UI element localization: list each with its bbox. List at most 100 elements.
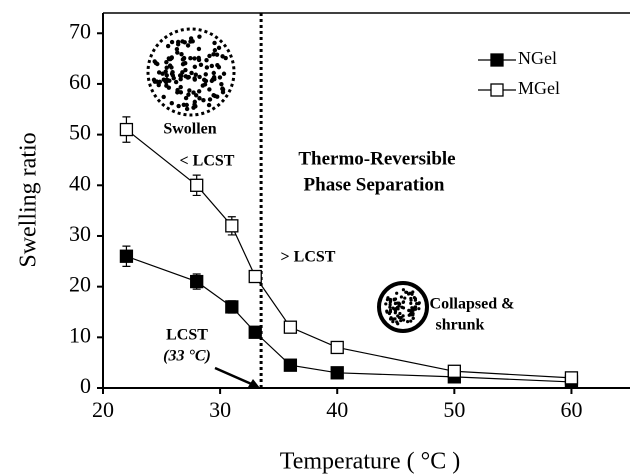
- y-tick-label: 40: [69, 170, 91, 195]
- icon-dot: [169, 71, 175, 77]
- annotation: (33 °C): [163, 348, 211, 365]
- icon-dot: [169, 101, 174, 106]
- icon-dot: [211, 74, 217, 80]
- x-tick-label: 30: [209, 397, 231, 422]
- y-tick-label: 0: [80, 373, 91, 398]
- icon-dot: [207, 97, 213, 102]
- icon-dot: [211, 70, 216, 76]
- icon-dot: [392, 297, 396, 301]
- icon-dot: [188, 36, 194, 41]
- icon-dot: [401, 318, 406, 322]
- icon-dot: [197, 34, 202, 39]
- icon-dot: [180, 70, 185, 75]
- icon-dot: [393, 311, 397, 315]
- icon-dot: [206, 102, 212, 108]
- icon-dot: [217, 75, 223, 80]
- icon-dot: [176, 103, 181, 109]
- icon-dot: [196, 89, 202, 94]
- marker: [190, 178, 204, 192]
- icon-dot: [182, 40, 187, 45]
- icon-dot: [404, 290, 408, 294]
- icon-dot: [161, 94, 166, 100]
- icon-dot: [165, 43, 171, 49]
- icon-dot: [201, 97, 206, 103]
- icon-dot: [401, 314, 405, 318]
- icon-dot: [160, 71, 165, 76]
- annotation: Collapsed &: [430, 296, 515, 313]
- icon-dot: [393, 317, 397, 321]
- icon-dot: [200, 83, 206, 88]
- y-tick-label: 60: [69, 69, 91, 94]
- icon-dot: [188, 56, 193, 61]
- y-tick-label: 20: [69, 272, 91, 297]
- annotation: shrunk: [436, 317, 485, 334]
- icon-dot: [192, 56, 197, 61]
- icon-dot: [384, 302, 388, 306]
- icon-dot: [221, 71, 227, 76]
- icon-dot: [197, 96, 202, 101]
- icon-dot: [178, 90, 184, 95]
- icon-dot: [167, 78, 172, 83]
- icon-dot: [175, 90, 180, 95]
- icon-dot: [180, 61, 186, 67]
- annotation: Swollen: [163, 121, 216, 138]
- icon-dot: [161, 77, 166, 82]
- series-line: [126, 129, 572, 379]
- icon-dot: [192, 76, 197, 81]
- marker: [190, 274, 204, 289]
- icon-dot: [183, 74, 188, 79]
- icon-dot: [164, 73, 169, 78]
- icon-dot: [183, 67, 188, 73]
- icon-dot: [191, 90, 196, 95]
- icon-dot: [413, 307, 418, 311]
- icon-dot: [197, 74, 202, 80]
- icon-dot: [406, 320, 410, 324]
- annotation: > LCST: [281, 249, 336, 266]
- icon-dot: [204, 57, 209, 63]
- icon-dot: [215, 62, 220, 68]
- marker: [119, 249, 134, 263]
- marker: [330, 366, 344, 380]
- icon-dot: [178, 84, 183, 90]
- icon-dot: [409, 308, 414, 312]
- icon-dot: [388, 305, 392, 309]
- marker: [283, 358, 298, 372]
- swollen-icon: [146, 27, 236, 117]
- icon-dot: [410, 292, 414, 296]
- marker: [248, 325, 262, 339]
- icon-dot: [163, 69, 168, 74]
- icon-dot: [220, 86, 225, 91]
- icon-dot: [187, 88, 192, 93]
- legend-marker: [490, 53, 504, 67]
- icon-dot: [192, 64, 198, 69]
- icon-dot: [179, 52, 184, 57]
- marker: [564, 371, 579, 385]
- icon-dot: [411, 316, 415, 320]
- icon-dot: [166, 85, 172, 90]
- marker: [447, 364, 461, 378]
- marker: [330, 340, 344, 355]
- icon-dot: [388, 299, 393, 303]
- icon-dot: [174, 46, 180, 52]
- icon-dot: [391, 320, 395, 324]
- icon-dot: [216, 45, 222, 51]
- x-tick-label: 50: [443, 397, 465, 422]
- legend-label: MGel: [518, 78, 560, 98]
- x-tick-label: 40: [326, 397, 348, 422]
- icon-dot: [185, 43, 191, 48]
- icon-dot: [401, 300, 406, 304]
- icon-dot: [401, 288, 406, 292]
- icon-dot: [193, 93, 199, 98]
- icon-dot: [385, 298, 390, 302]
- marker: [283, 320, 298, 334]
- icon-dot: [189, 70, 194, 76]
- icon-dot: [219, 81, 224, 87]
- icon-dot: [411, 311, 415, 316]
- icon-dot: [395, 320, 399, 324]
- icon-dot: [169, 65, 174, 70]
- icon-dot: [395, 301, 399, 305]
- legend-label: NGel: [518, 48, 557, 68]
- icon-dot: [407, 308, 411, 312]
- icon-dot: [184, 102, 189, 108]
